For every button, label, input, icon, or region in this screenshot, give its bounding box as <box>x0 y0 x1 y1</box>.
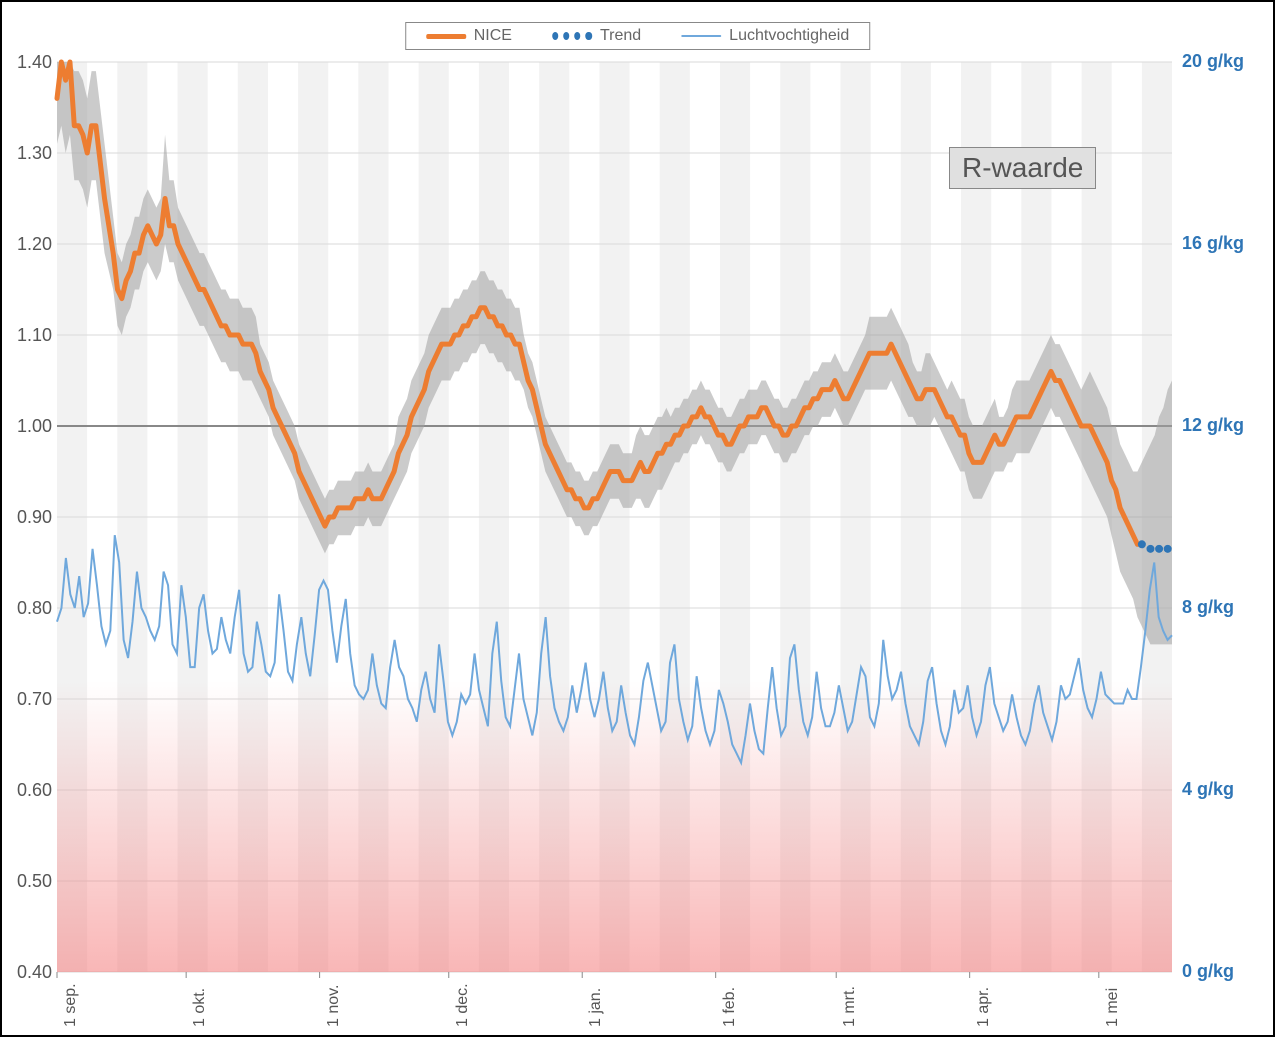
y-right-tick: 8 g/kg <box>1182 597 1262 618</box>
y-right-tick: 4 g/kg <box>1182 779 1262 800</box>
y-left-tick: 1.20 <box>2 234 52 255</box>
annotation-r-waarde: R-waarde <box>949 147 1096 189</box>
y-right-tick: 12 g/kg <box>1182 415 1262 436</box>
y-left-tick: 1.40 <box>2 52 52 73</box>
y-right-tick: 0 g/kg <box>1182 961 1262 982</box>
y-right-tick: 16 g/kg <box>1182 233 1262 254</box>
chart-container: NICE Trend Luchtvochtigheid R-waarde 0.4… <box>0 0 1275 1037</box>
y-left-tick: 0.40 <box>2 962 52 983</box>
x-tick: 1 jan. <box>587 988 605 1027</box>
y-left-tick: 1.30 <box>2 143 52 164</box>
y-left-tick: 1.10 <box>2 325 52 346</box>
y-right-tick: 20 g/kg <box>1182 51 1262 72</box>
y-left-tick: 0.90 <box>2 507 52 528</box>
x-tick: 1 nov. <box>325 985 343 1027</box>
y-left-tick: 0.80 <box>2 598 52 619</box>
y-left-tick: 1.00 <box>2 416 52 437</box>
x-tick: 1 feb. <box>721 987 739 1027</box>
y-left-tick: 0.50 <box>2 871 52 892</box>
y-left-tick: 0.60 <box>2 780 52 801</box>
x-tick: 1 dec. <box>454 983 472 1027</box>
x-tick: 1 sep. <box>62 983 80 1027</box>
x-tick: 1 apr. <box>975 987 993 1027</box>
x-tick: 1 mei <box>1104 988 1122 1027</box>
y-left-tick: 0.70 <box>2 689 52 710</box>
x-tick: 1 mrt. <box>841 986 859 1027</box>
x-tick: 1 okt. <box>191 988 209 1027</box>
annotation-text: R-waarde <box>962 152 1083 183</box>
